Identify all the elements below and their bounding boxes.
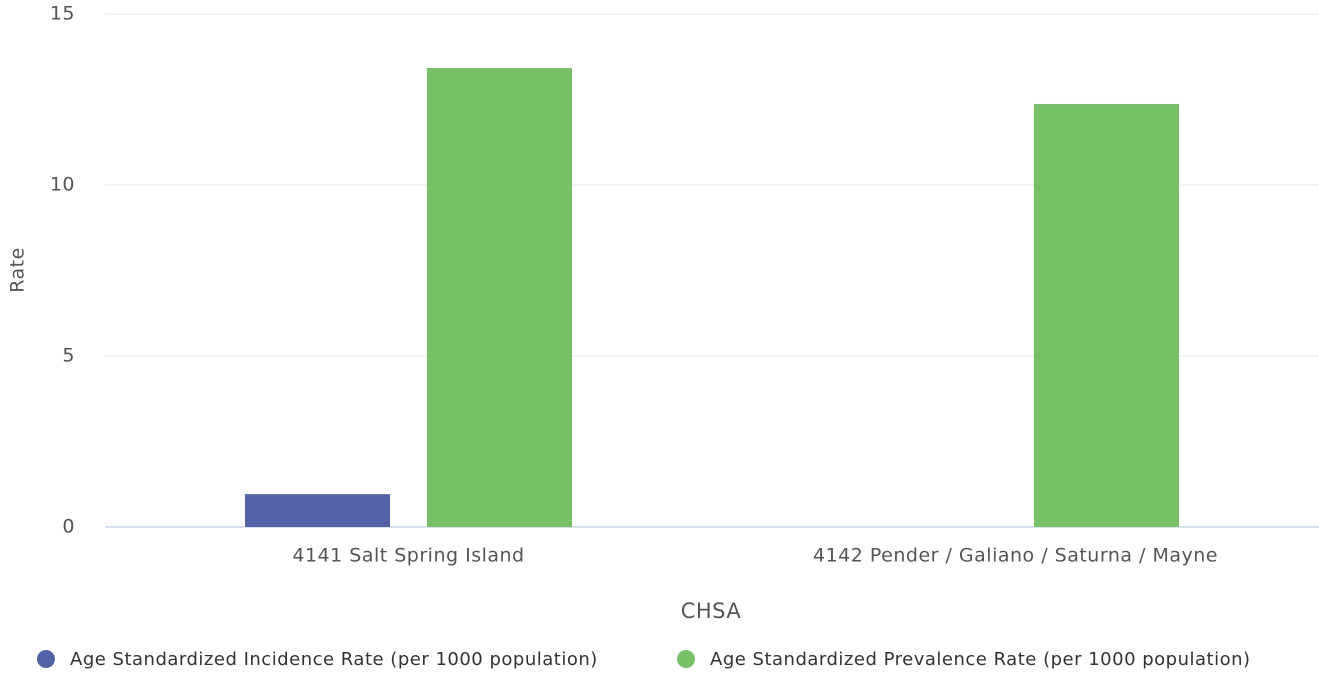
legend-label: Age Standardized Incidence Rate (per 100… <box>70 649 598 670</box>
y-tick-label: 0 <box>62 516 75 538</box>
bar <box>245 494 390 527</box>
legend-label: Age Standardized Prevalence Rate (per 10… <box>710 649 1251 670</box>
legend-marker <box>37 650 55 668</box>
y-tick-label: 5 <box>62 345 75 367</box>
x-axis-label: CHSA <box>681 599 742 623</box>
legend-marker <box>677 650 695 668</box>
x-tick-label: 4141 Salt Spring Island <box>292 545 524 567</box>
x-tick-label: 4142 Pender / Galiano / Saturna / Mayne <box>813 545 1218 567</box>
bar <box>427 68 572 527</box>
y-tick-label: 15 <box>50 3 75 25</box>
bar <box>1034 103 1179 528</box>
y-tick-label: 10 <box>50 174 75 196</box>
y-axis-label: Rate <box>7 247 29 293</box>
